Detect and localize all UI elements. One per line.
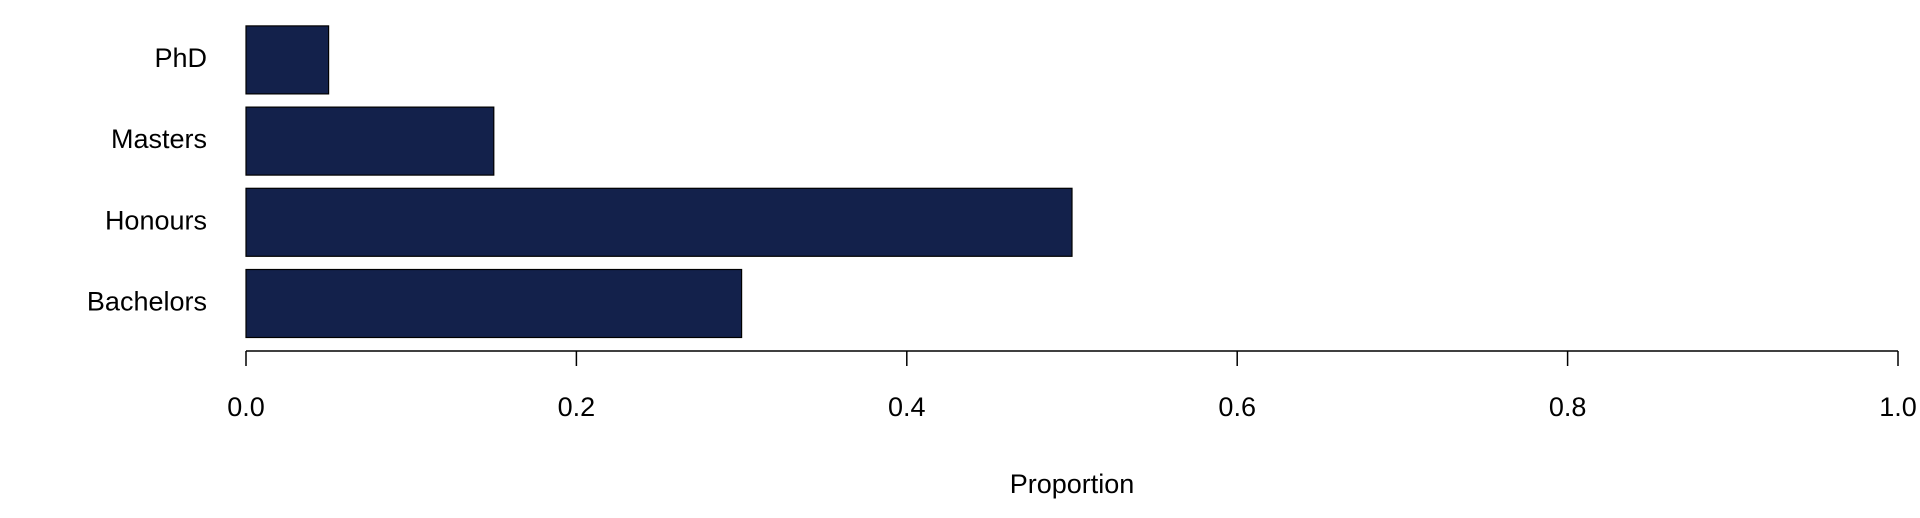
- bar: [245, 106, 495, 176]
- bar: [245, 187, 1073, 257]
- y-tick-label: PhD: [154, 43, 207, 73]
- x-axis-label: Proportion: [1010, 469, 1135, 499]
- y-tick-label: Masters: [111, 124, 207, 154]
- x-tick-label: 0.0: [227, 392, 265, 422]
- y-tick-label: Bachelors: [87, 287, 207, 317]
- x-tick-label: 1.0: [1879, 392, 1917, 422]
- bar: [245, 268, 743, 339]
- bar: [245, 25, 330, 95]
- x-tick-label: 0.2: [558, 392, 596, 422]
- x-tick-label: 0.4: [888, 392, 926, 422]
- x-tick-label: 0.8: [1549, 392, 1587, 422]
- y-tick-label: Honours: [105, 205, 207, 235]
- x-tick-label: 0.6: [1218, 392, 1256, 422]
